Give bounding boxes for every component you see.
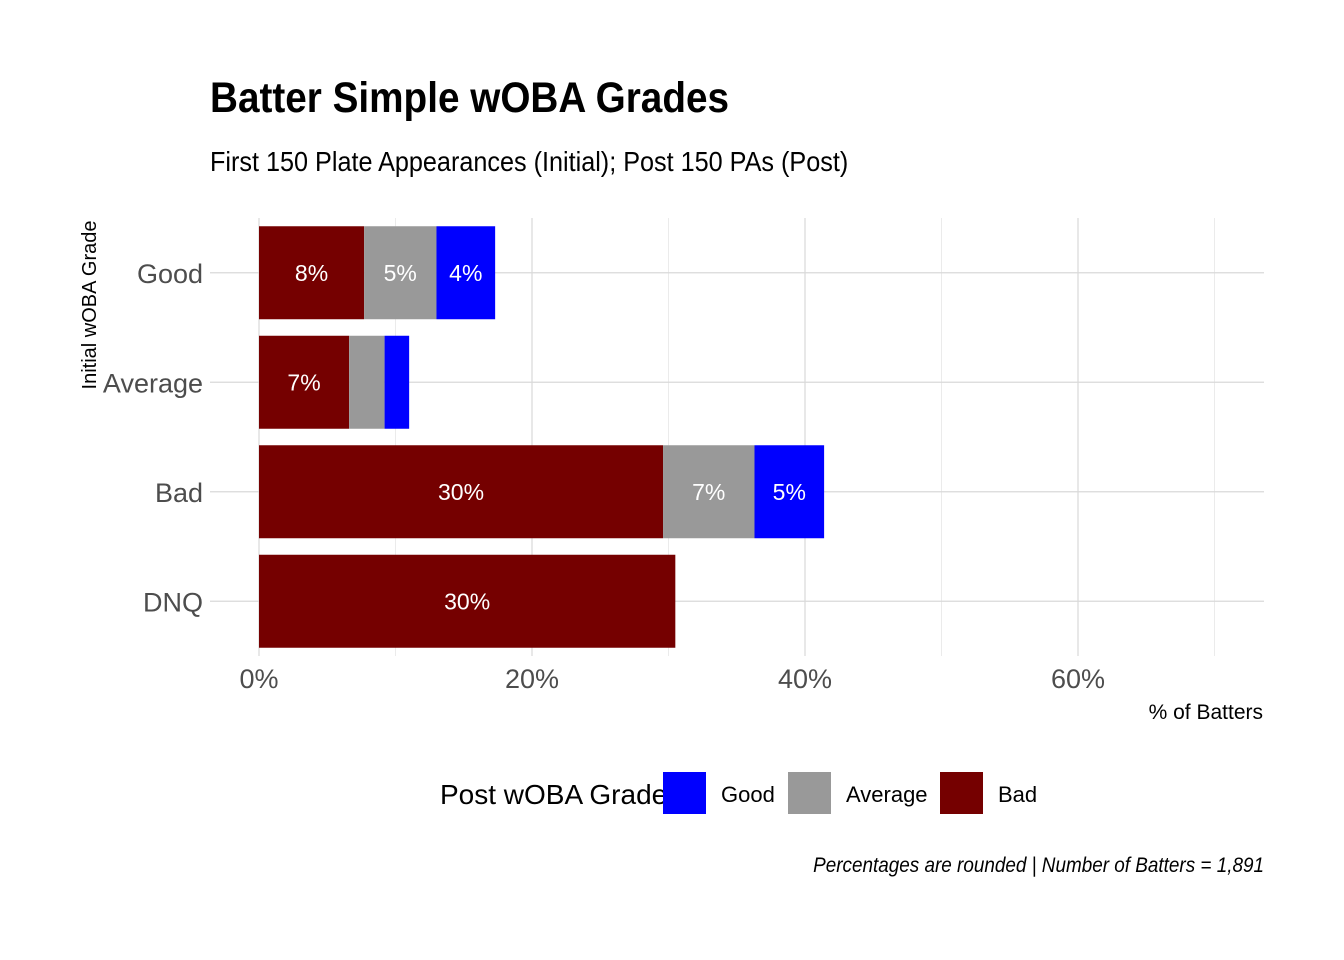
data-label: 30% <box>438 479 484 505</box>
data-label: 4% <box>449 260 482 286</box>
legend-key-bad <box>940 772 983 814</box>
y-tick-label: Good <box>137 259 203 289</box>
bar-bad-good <box>754 445 825 539</box>
x-tick-label: 0% <box>239 664 278 694</box>
chart-subtitle: First 150 Plate Appearances (Initial); P… <box>210 146 849 177</box>
legend-label-average: Average <box>846 782 928 807</box>
bar-average-average <box>349 335 385 429</box>
legend-label-bad: Bad <box>998 782 1037 807</box>
legend-title: Post wOBA Grade <box>440 779 667 810</box>
data-label: 7% <box>287 369 320 395</box>
legend-key-average <box>788 772 831 814</box>
bar-good-good <box>436 226 496 320</box>
y-tick-label: Bad <box>155 478 203 508</box>
x-tick-label: 20% <box>505 664 559 694</box>
bar-average-good <box>384 335 410 429</box>
data-label: 5% <box>384 260 417 286</box>
bar-bad-average <box>663 445 755 539</box>
bar-good-bad <box>259 226 365 320</box>
data-label: 7% <box>692 479 725 505</box>
bar-average-bad <box>259 335 350 429</box>
chart-title: Batter Simple wOBA Grades <box>210 74 730 122</box>
y-tick-label: DNQ <box>143 587 203 617</box>
x-tick-label: 60% <box>1051 664 1105 694</box>
y-tick-label: Average <box>103 368 203 398</box>
x-tick-label: 40% <box>778 664 832 694</box>
x-axis-title: % of Batters <box>1149 701 1263 724</box>
data-label: 8% <box>295 260 328 286</box>
chart-caption: Percentages are rounded | Number of Batt… <box>813 854 1264 877</box>
legend-label-good: Good <box>721 782 775 807</box>
bar-bad-bad <box>259 445 664 539</box>
y-axis-title: Initial wOBA Grade <box>79 221 101 390</box>
data-label: 30% <box>444 588 490 614</box>
legend-key-good <box>663 772 706 814</box>
bar-good-average <box>364 226 437 320</box>
data-label: 5% <box>773 479 806 505</box>
bar-dnq-bad <box>259 554 676 648</box>
